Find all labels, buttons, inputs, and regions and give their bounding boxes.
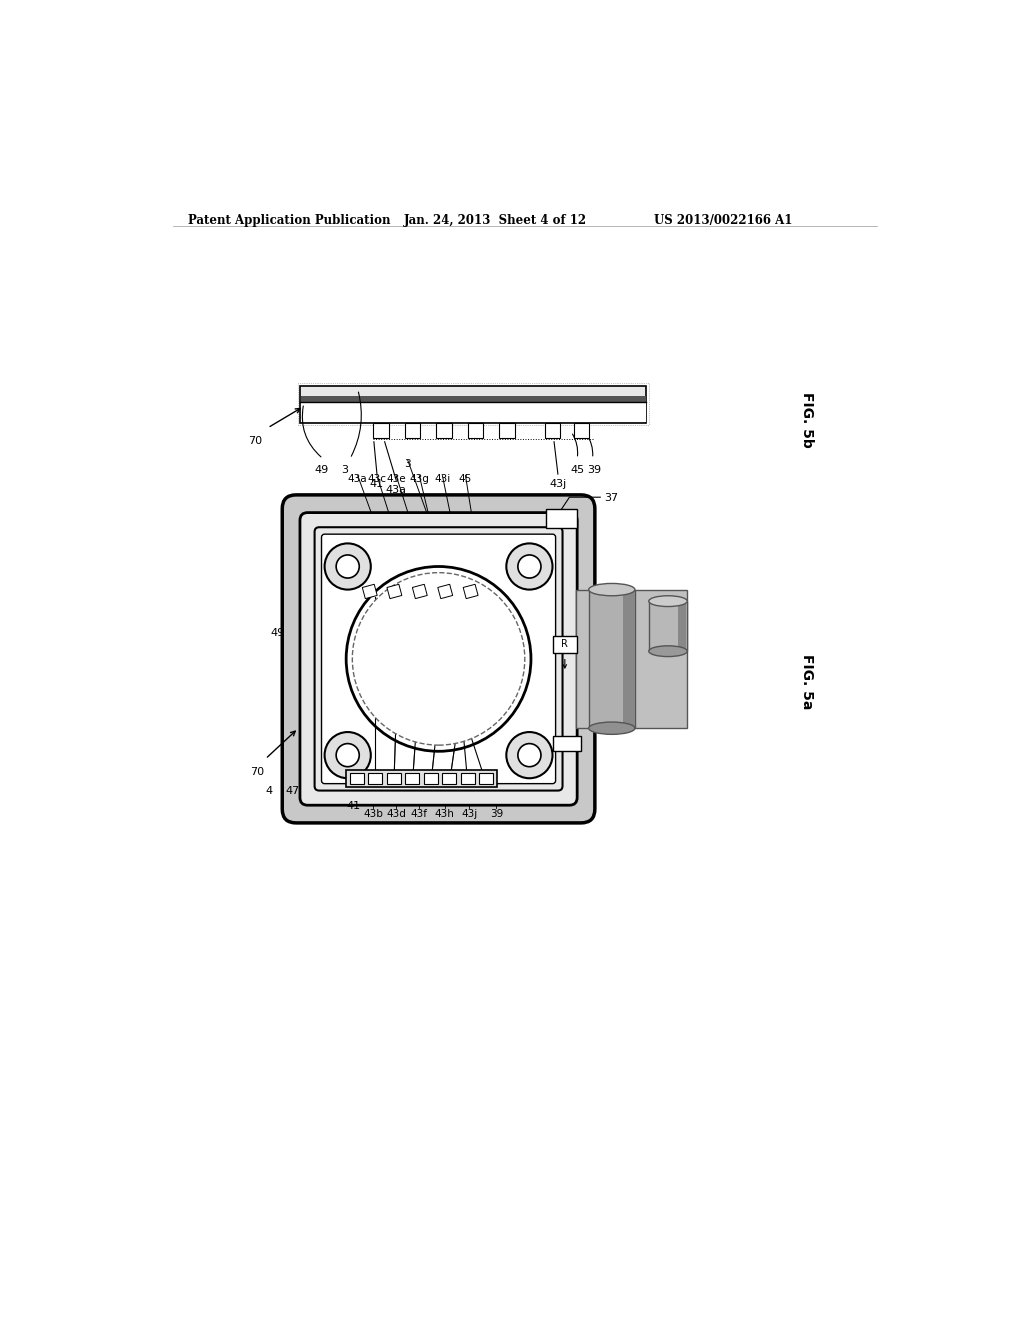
Ellipse shape [589, 583, 635, 595]
Bar [301, 396, 646, 403]
Circle shape [325, 733, 371, 779]
Bar [300, 385, 646, 422]
Bar [404, 422, 420, 438]
Text: 41: 41 [370, 479, 384, 488]
Bar [547, 508, 578, 528]
Bar [545, 422, 560, 438]
Text: 3: 3 [404, 459, 411, 469]
Text: 43f: 43f [411, 809, 428, 818]
Text: 43b: 43b [364, 809, 383, 818]
Text: 37: 37 [604, 494, 618, 503]
Bar [387, 774, 400, 784]
Text: Patent Application Publication: Patent Application Publication [188, 214, 391, 227]
Text: R: R [561, 639, 568, 649]
Text: 49: 49 [270, 628, 285, 638]
FancyBboxPatch shape [283, 495, 595, 822]
Bar [553, 737, 581, 751]
FancyBboxPatch shape [300, 512, 578, 805]
Text: 43h: 43h [435, 809, 455, 818]
Polygon shape [438, 585, 453, 599]
Text: 43c: 43c [368, 474, 386, 484]
Circle shape [518, 743, 541, 767]
Text: 45: 45 [570, 465, 585, 475]
Text: 4: 4 [265, 785, 272, 796]
Polygon shape [463, 585, 478, 599]
Bar [301, 403, 646, 422]
Text: 43a: 43a [348, 474, 368, 484]
Bar [624, 590, 635, 729]
Text: 70: 70 [251, 767, 264, 776]
Bar [373, 422, 388, 438]
FancyBboxPatch shape [322, 535, 556, 784]
Text: 43a: 43a [386, 484, 407, 495]
Ellipse shape [589, 722, 635, 734]
Circle shape [325, 544, 371, 590]
Bar [575, 590, 687, 729]
Bar [346, 770, 497, 787]
Circle shape [336, 743, 359, 767]
Circle shape [352, 573, 524, 744]
Bar [436, 422, 452, 438]
Bar [479, 774, 494, 784]
Bar [589, 590, 635, 729]
Ellipse shape [649, 645, 687, 656]
Text: 45: 45 [459, 474, 472, 484]
Text: 3: 3 [341, 465, 348, 475]
Ellipse shape [649, 595, 687, 607]
Text: 43d: 43d [386, 809, 407, 818]
Bar [649, 601, 687, 651]
FancyBboxPatch shape [314, 527, 562, 791]
Circle shape [518, 554, 541, 578]
Bar [442, 774, 457, 784]
Text: 39: 39 [587, 465, 601, 475]
Circle shape [506, 733, 553, 779]
Bar [574, 422, 590, 438]
Circle shape [336, 554, 359, 578]
Text: 43g: 43g [410, 474, 429, 484]
Text: FIG. 5a: FIG. 5a [801, 655, 814, 710]
Bar [298, 383, 649, 425]
Bar [406, 774, 419, 784]
Text: 49: 49 [314, 465, 329, 475]
Text: 70: 70 [248, 436, 262, 446]
Text: 43i: 43i [434, 474, 451, 484]
Text: 43e: 43e [386, 474, 407, 484]
Circle shape [506, 544, 553, 590]
Bar [678, 601, 686, 651]
Text: 39: 39 [489, 809, 503, 818]
Polygon shape [362, 585, 377, 599]
Polygon shape [387, 585, 401, 599]
Bar [424, 774, 438, 784]
Bar [553, 636, 578, 653]
Text: 41: 41 [347, 801, 360, 812]
Bar [369, 774, 382, 784]
Text: 43j: 43j [549, 479, 566, 488]
Bar [461, 774, 475, 784]
Polygon shape [413, 585, 427, 599]
Bar [500, 422, 515, 438]
Bar [350, 774, 364, 784]
Text: 47: 47 [285, 785, 299, 796]
Bar [468, 422, 483, 438]
Circle shape [346, 566, 531, 751]
Text: FIG. 5b: FIG. 5b [801, 392, 814, 447]
Text: US 2013/0022166 A1: US 2013/0022166 A1 [654, 214, 793, 227]
Text: Jan. 24, 2013  Sheet 4 of 12: Jan. 24, 2013 Sheet 4 of 12 [403, 214, 587, 227]
Text: 43j: 43j [461, 809, 477, 818]
